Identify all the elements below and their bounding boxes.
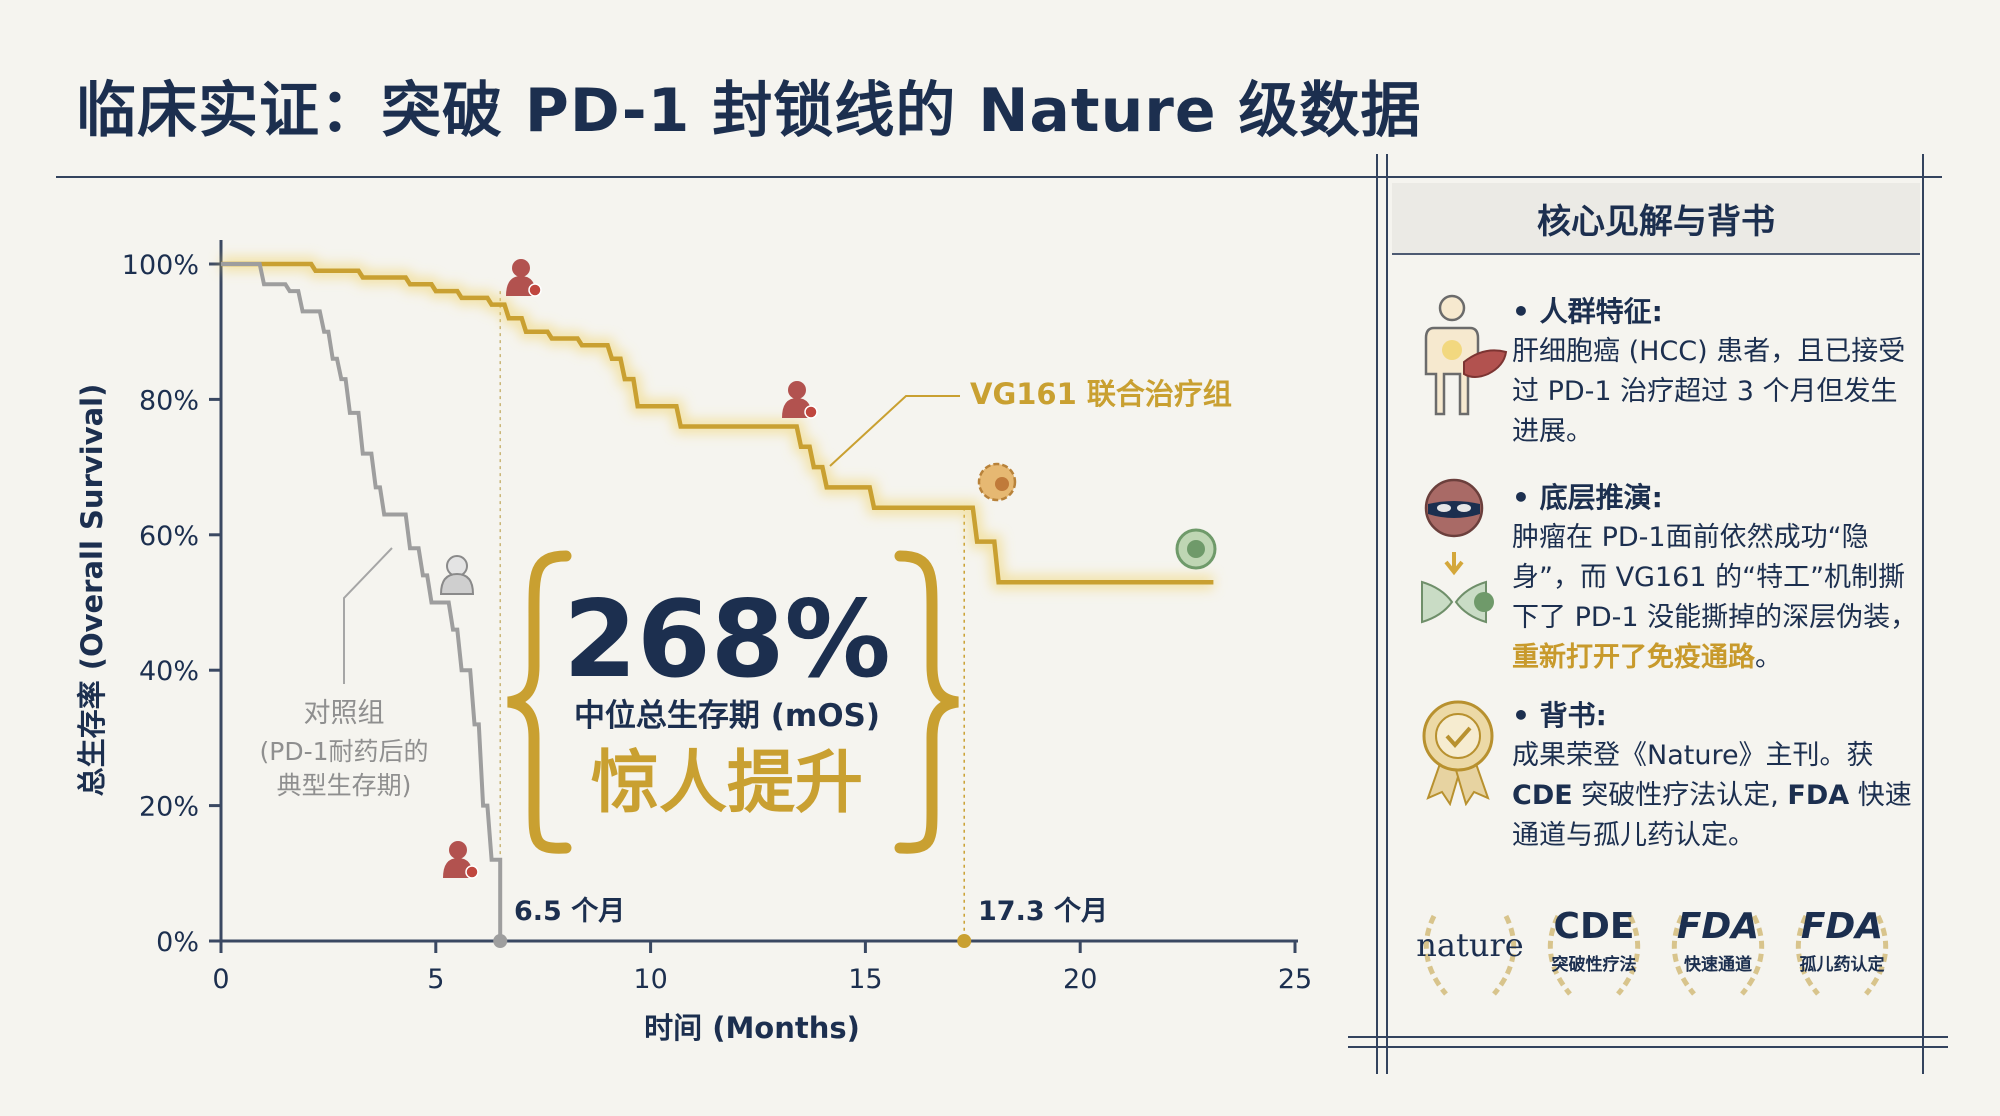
fda-mention: FDA	[1787, 780, 1850, 811]
panel-rail-bottom-outer	[1348, 1036, 1948, 1038]
insight-mechanism-tail: 。	[1755, 642, 1782, 673]
cde-badge: CDE 突破性疗法	[1536, 896, 1652, 1002]
control-note-line-2: 典型生存期)	[277, 771, 412, 800]
fda-fast-track-text: FDA	[1676, 906, 1760, 947]
control-median-label: 6.5 个月	[514, 896, 625, 927]
treatment-survival-curve	[221, 261, 1214, 585]
callout-left-brace	[507, 550, 572, 854]
treatment-median-label: 17.3 个月	[978, 896, 1108, 927]
x-axis-label: 时间 (Months)	[644, 1011, 860, 1045]
fda-orphan-text: FDA	[1800, 906, 1884, 947]
masked-tumor-icon	[1418, 478, 1510, 632]
insight-endorsement-heading: 背书:	[1512, 696, 1922, 736]
treatment-label: VG161 联合治疗组	[970, 377, 1232, 411]
treatment-label-leader	[829, 395, 960, 467]
insight-mechanism-body: 肿瘤在 PD-1面前依然成功“隐身”，而 VG161 的“特工”机制撕下了 PD…	[1512, 522, 1918, 633]
chart-axes: 0 5 10 15 20 25 0% 20% 40% 60% 80% 100%	[122, 240, 1312, 995]
page-title: 临床实证：突破 PD-1 封锁线的 Nature 级数据	[76, 76, 1422, 146]
curve-markers	[439, 259, 1217, 879]
x-tick-label: 15	[848, 964, 882, 995]
insight-mechanism-emphasis: 重新打开了免疫通路	[1512, 642, 1755, 673]
panel-rail-right	[1922, 154, 1924, 1074]
x-tick-label: 5	[427, 964, 444, 995]
insight-population-body: 肝细胞癌 (HCC) 患者，且已接受过 PD-1 治疗超过 3 个月但发生进展。	[1512, 336, 1906, 447]
cde-badge-sub: 突破性疗法	[1551, 955, 1637, 975]
fda-fast-track-sub: 快速通道	[1684, 955, 1752, 975]
y-tick-label: 60%	[139, 521, 199, 552]
panel-rail-left-inner	[1386, 154, 1388, 1074]
control-survival-curve	[221, 262, 503, 941]
endorsement-badges: nature CDE 突破性疗法 FDA 快速通道 FDA 孤儿药认定	[1412, 896, 1912, 1006]
control-patient-icon	[439, 555, 475, 595]
panel-title: 核心见解与背书	[1392, 183, 1920, 255]
insight-population-heading: 人群特征:	[1512, 292, 1922, 332]
fda-orphan-badge: FDA 孤儿药认定	[1784, 896, 1900, 1002]
callout-line-1: 中位总生存期 (mOS)	[574, 698, 880, 734]
x-tick-label: 0	[212, 964, 229, 995]
callout-right-brace	[894, 550, 959, 854]
control-label: 对照组	[304, 698, 385, 729]
nature-badge-text: nature	[1416, 926, 1524, 964]
patient-icon-top	[506, 259, 542, 297]
y-tick-label: 80%	[139, 385, 199, 416]
y-tick-label: 0%	[156, 927, 199, 958]
fda-fast-track-badge: FDA 快速通道	[1660, 896, 1776, 1002]
immune-cell-icon	[1175, 528, 1217, 570]
y-tick-label: 40%	[139, 656, 199, 687]
y-tick-label: 20%	[139, 792, 199, 823]
treatment-curve-glow	[221, 257, 1214, 590]
patient-liver-icon	[1418, 292, 1510, 422]
fda-orphan-sub: 孤儿药认定	[1799, 955, 1885, 975]
x-tick-label: 10	[633, 964, 667, 995]
panel-rail-bottom-inner	[1348, 1046, 1948, 1048]
insight-endorsement-body: 成果荣登《Nature》主刊。获	[1512, 740, 1874, 771]
patient-icon-mid	[782, 381, 818, 419]
x-tick-label: 20	[1063, 964, 1097, 995]
callout-value: 268%	[563, 578, 890, 701]
median-guides	[493, 291, 972, 948]
control-label-leader	[343, 547, 393, 684]
y-axis-label: 总生存率 (Overall Survival)	[75, 384, 109, 797]
nature-badge: nature	[1412, 896, 1528, 1002]
award-ribbon-icon	[1418, 696, 1510, 810]
survival-chart: 0 5 10 15 20 25 0% 20% 40% 60% 80% 100% 时间 (Months)…	[75, 240, 1312, 1045]
cde-mention: CDE	[1512, 780, 1573, 811]
panel-rail-left-outer	[1376, 154, 1378, 1074]
cde-badge-text: CDE	[1553, 906, 1635, 947]
title-divider	[56, 176, 1942, 178]
insight-endorsement-body-3: 快速通道与孤儿药认定。	[1512, 780, 1912, 851]
tumor-cell-icon	[977, 462, 1017, 502]
x-tick-label: 25	[1278, 964, 1312, 995]
callout-line-2: 惊人提升	[591, 744, 863, 823]
patient-icon-bottom	[443, 841, 479, 879]
y-tick-label: 100%	[122, 250, 199, 281]
treatment-median-marker	[957, 934, 972, 948]
control-note-line-1: (PD-1耐药后的	[259, 737, 428, 766]
insight-endorsement-body-2: 突破性疗法认定,	[1572, 780, 1788, 811]
insight-mechanism-heading: 底层推演:	[1512, 478, 1922, 518]
